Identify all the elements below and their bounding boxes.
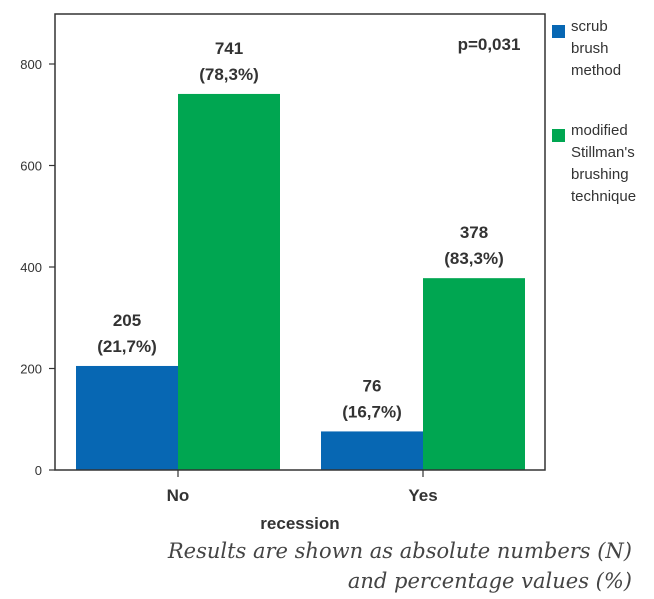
footnote-line-1: Results are shown as absolute numbers (N… [167, 539, 632, 563]
data-label-percent: (83,3%) [444, 249, 504, 268]
legend-item-stillman: modified Stillman's brushing technique [552, 120, 654, 208]
legend-swatch-stillman [552, 129, 565, 142]
legend-line: brush [571, 40, 609, 57]
data-label-value: 741 [215, 39, 243, 58]
legend-swatch-scrub [552, 25, 565, 38]
x-tick-label: Yes [408, 486, 437, 505]
x-tick-label: No [167, 486, 190, 505]
data-label-percent: (16,7%) [342, 402, 402, 421]
data-label-percent: (21,7%) [97, 337, 157, 356]
y-tick-label: 0 [35, 463, 42, 478]
legend-line: Stillman's [571, 144, 635, 161]
y-tick-label: 800 [20, 57, 42, 72]
legend-label-stillman: modified Stillman's brushing technique [571, 120, 654, 208]
legend-line: method [571, 62, 622, 79]
y-tick-label: 200 [20, 362, 42, 377]
legend-line: technique [571, 188, 637, 205]
data-label-value: 205 [113, 311, 141, 330]
legend-label-scrub: scrub brush method [571, 16, 654, 82]
bar [178, 93, 280, 470]
bar [321, 431, 423, 470]
footnote-line-2: and percentage values (%) [347, 569, 632, 593]
legend-line: scrub [571, 18, 608, 35]
data-label-value: 76 [363, 376, 382, 395]
legend-line: brushing [571, 166, 629, 183]
p-value-annotation: p=0,031 [458, 35, 521, 54]
legend-item-scrub: scrub brush method [552, 16, 654, 82]
bar [423, 278, 525, 470]
y-tick-label: 600 [20, 159, 42, 174]
plot-frame [54, 13, 546, 471]
data-label-value: 378 [460, 223, 488, 242]
y-tick-label: 400 [20, 260, 42, 275]
x-axis-title: recession [260, 514, 339, 533]
legend-line: modified [571, 122, 628, 139]
data-label-percent: (78,3%) [199, 65, 259, 84]
bar [76, 365, 178, 470]
